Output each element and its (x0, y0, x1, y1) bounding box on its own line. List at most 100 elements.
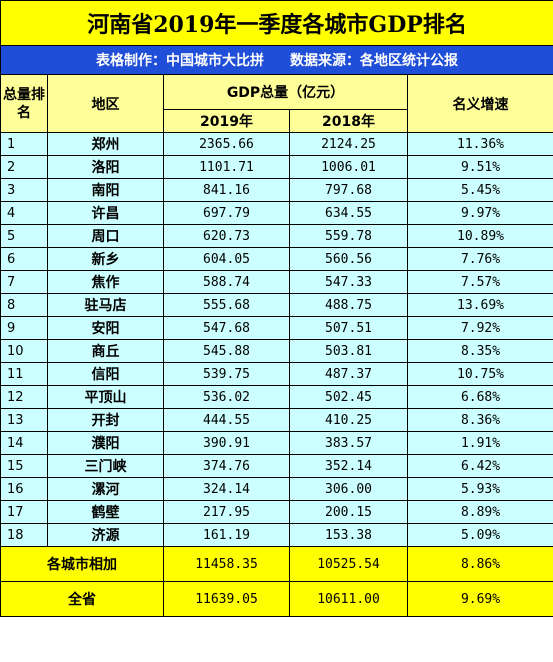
rank-cell: 17 (0, 500, 48, 524)
table-row: 1 郑州 2365.66 2124.25 11.36% (0, 132, 553, 156)
table-title: 河南省2019年一季度各城市GDP排名 (0, 0, 553, 46)
gdp-2018-cell: 559.78 (289, 224, 408, 248)
gdp-2018-cell: 634.55 (289, 201, 408, 225)
rank-cell: 5 (0, 224, 48, 248)
rank-cell: 16 (0, 477, 48, 501)
gdp-2018-cell: 410.25 (289, 408, 408, 432)
gdp-2019-cell: 1101.71 (163, 155, 290, 179)
rank-cell: 3 (0, 178, 48, 202)
city-cell: 漯河 (47, 477, 164, 501)
city-cell: 三门峡 (47, 454, 164, 478)
table-row: 6 新乡 604.05 560.56 7.76% (0, 247, 553, 271)
subtitle-row: 表格制作：中国城市大比拼 数据来源：各地区统计公报 (0, 45, 553, 75)
table-row: 7 焦作 588.74 547.33 7.57% (0, 270, 553, 294)
header-growth: 名义增速 (406, 74, 553, 133)
gdp-2019-cell: 2365.66 (163, 132, 290, 156)
gdp-2019-cell: 539.75 (163, 362, 290, 386)
table-row: 4 许昌 697.79 634.55 9.97% (0, 201, 553, 225)
gdp-2019-cell: 374.76 (163, 454, 290, 478)
table-maker: 表格制作：中国城市大比拼 (96, 53, 264, 69)
gdp-2019-cell: 324.14 (163, 477, 290, 501)
city-cell: 济源 (47, 523, 164, 547)
city-cell: 驻马店 (47, 293, 164, 317)
rank-cell: 6 (0, 247, 48, 271)
header-region: 地区 (47, 74, 164, 133)
growth-cell: 5.09% (406, 523, 553, 547)
gdp-2018-cell: 383.57 (289, 431, 408, 455)
city-cell: 濮阳 (47, 431, 164, 455)
growth-cell: 10.75% (406, 362, 553, 386)
data-source: 数据来源：各地区统计公报 (290, 53, 458, 69)
table-row: 3 南阳 841.16 797.68 5.45% (0, 178, 553, 202)
growth-cell: 8.36% (406, 408, 553, 432)
growth-cell: 6.68% (406, 385, 553, 409)
rank-cell: 13 (0, 408, 48, 432)
rank-cell: 9 (0, 316, 48, 340)
gdp-2018-cell: 153.38 (289, 523, 408, 547)
growth-cell: 7.92% (406, 316, 553, 340)
total-gdp-2018: 10611.00 (289, 581, 408, 617)
gdp-2018-cell: 352.14 (289, 454, 408, 478)
city-cell: 南阳 (47, 178, 164, 202)
gdp-2019-cell: 444.55 (163, 408, 290, 432)
gdp-2019-cell: 217.95 (163, 500, 290, 524)
growth-cell: 1.91% (406, 431, 553, 455)
growth-cell: 8.89% (406, 500, 553, 524)
gdp-2018-cell: 1006.01 (289, 155, 408, 179)
rank-cell: 12 (0, 385, 48, 409)
table-row: 5 周口 620.73 559.78 10.89% (0, 224, 553, 248)
table-row: 10 商丘 545.88 503.81 8.35% (0, 339, 553, 363)
gdp-2019-cell: 555.68 (163, 293, 290, 317)
total-gdp-2019: 11458.35 (163, 546, 290, 582)
total-gdp-2018: 10525.54 (289, 546, 408, 582)
gdp-2019-cell: 390.91 (163, 431, 290, 455)
city-cell: 周口 (47, 224, 164, 248)
table-row: 11 信阳 539.75 487.37 10.75% (0, 362, 553, 386)
gdp-2018-cell: 200.15 (289, 500, 408, 524)
rank-cell: 14 (0, 431, 48, 455)
total-label: 各城市相加 (0, 546, 164, 582)
gdp-2018-cell: 503.81 (289, 339, 408, 363)
total-label: 全省 (0, 581, 164, 617)
growth-cell: 7.76% (406, 247, 553, 271)
city-cell: 开封 (47, 408, 164, 432)
gdp-2019-cell: 536.02 (163, 385, 290, 409)
rank-cell: 18 (0, 523, 48, 547)
table-row: 2 洛阳 1101.71 1006.01 9.51% (0, 155, 553, 179)
gdp-2018-cell: 797.68 (289, 178, 408, 202)
sum-cities-row: 各城市相加 11458.35 10525.54 8.86% (0, 546, 553, 582)
table-row: 8 驻马店 555.68 488.75 13.69% (0, 293, 553, 317)
header-rank: 总量排名 (0, 74, 48, 133)
city-cell: 商丘 (47, 339, 164, 363)
gdp-2019-cell: 161.19 (163, 523, 290, 547)
rank-cell: 2 (0, 155, 48, 179)
growth-cell: 8.35% (406, 339, 553, 363)
gdp-2018-cell: 487.37 (289, 362, 408, 386)
table-row: 9 安阳 547.68 507.51 7.92% (0, 316, 553, 340)
table-row: 18 济源 161.19 153.38 5.09% (0, 523, 553, 547)
city-cell: 新乡 (47, 247, 164, 271)
rank-cell: 1 (0, 132, 48, 156)
header-row-2: 2019年 2018年 (1, 109, 553, 133)
city-cell: 焦作 (47, 270, 164, 294)
header-2019: 2019年 (163, 109, 290, 133)
gdp-2019-cell: 588.74 (163, 270, 290, 294)
table-row: 14 濮阳 390.91 383.57 1.91% (0, 431, 553, 455)
city-cell: 安阳 (47, 316, 164, 340)
gdp-2018-cell: 560.56 (289, 247, 408, 271)
city-cell: 郑州 (47, 132, 164, 156)
gdp-2019-cell: 841.16 (163, 178, 290, 202)
header-2018: 2018年 (289, 109, 408, 133)
table-row: 16 漯河 324.14 306.00 5.93% (0, 477, 553, 501)
title-row: 河南省2019年一季度各城市GDP排名 (0, 0, 553, 46)
gdp-2018-cell: 306.00 (289, 477, 408, 501)
table-row: 15 三门峡 374.76 352.14 6.42% (0, 454, 553, 478)
gdp-2018-cell: 488.75 (289, 293, 408, 317)
growth-cell: 9.51% (406, 155, 553, 179)
growth-cell: 10.89% (406, 224, 553, 248)
growth-cell: 5.45% (406, 178, 553, 202)
growth-cell: 11.36% (406, 132, 553, 156)
province-total-row: 全省 11639.05 10611.00 9.69% (0, 581, 553, 617)
rank-cell: 15 (0, 454, 48, 478)
rank-cell: 4 (0, 201, 48, 225)
